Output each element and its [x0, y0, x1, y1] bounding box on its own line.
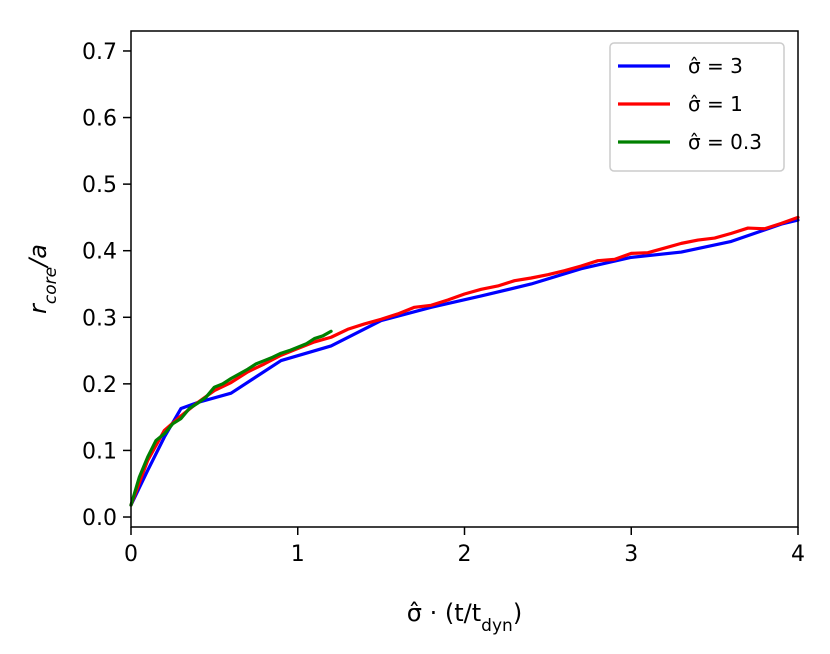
y-tick-label: 0.0 — [82, 506, 117, 531]
x-tick-label: 1 — [291, 542, 305, 567]
y-axis-label: rcore/a — [24, 244, 61, 314]
legend-label-3: σ̂ = 0.3 — [688, 130, 762, 154]
x-tick-label: 0 — [124, 542, 138, 567]
legend-label-1: σ̂ = 3 — [688, 54, 743, 78]
y-tick-label: 0.6 — [82, 107, 117, 132]
y-tick-label: 0.7 — [82, 40, 117, 65]
x-axis-label: σ̂ · (t/tdyn) — [407, 599, 522, 636]
legend-box — [609, 42, 785, 172]
x-axis-label-subscript: dyn — [481, 616, 513, 636]
x-tick-label: 2 — [458, 542, 472, 567]
series-layer — [129, 215, 800, 507]
series-line-1 — [129, 218, 800, 507]
ticks-layer: 0 1 2 3 4 0.0 0.1 0.2 0.3 0.4 0.5 0.6 0.7 — [82, 40, 805, 567]
series-line-2 — [129, 215, 800, 507]
y-tick-label: 0.5 — [82, 173, 117, 198]
y-axis-label-subscript: core — [41, 267, 61, 304]
y-tick-label: 0.4 — [82, 240, 117, 265]
legend-items: σ̂ = 3 σ̂ = 1 σ̂ = 0.3 — [618, 54, 762, 154]
y-tick-label: 0.3 — [82, 306, 117, 331]
legend-label-2: σ̂ = 1 — [688, 92, 743, 116]
legend: σ̂ = 3 σ̂ = 1 σ̂ = 0.3 — [609, 42, 785, 172]
y-tick-label: 0.2 — [82, 373, 117, 398]
series-line-3 — [129, 329, 333, 507]
y-tick-label: 0.1 — [82, 439, 117, 464]
x-tick-label: 3 — [624, 542, 638, 567]
x-tick-label: 4 — [791, 542, 805, 567]
